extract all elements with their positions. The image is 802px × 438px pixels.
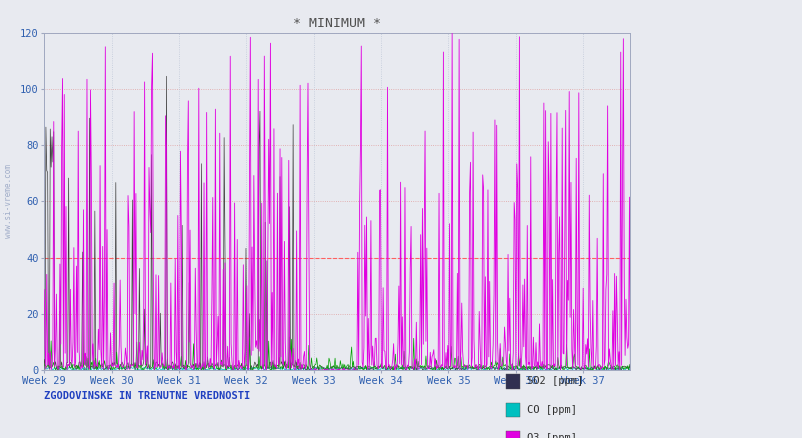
- Text: O3 [ppm]: O3 [ppm]: [526, 433, 576, 438]
- Title: * MINIMUM *: * MINIMUM *: [293, 17, 381, 30]
- Text: www.si-vreme.com: www.si-vreme.com: [3, 165, 13, 238]
- Text: CO [ppm]: CO [ppm]: [526, 405, 576, 414]
- Text: SO2 [ppm]: SO2 [ppm]: [526, 376, 582, 386]
- Text: ZGODOVINSKE IN TRENUTNE VREDNOSTI: ZGODOVINSKE IN TRENUTNE VREDNOSTI: [44, 392, 250, 402]
